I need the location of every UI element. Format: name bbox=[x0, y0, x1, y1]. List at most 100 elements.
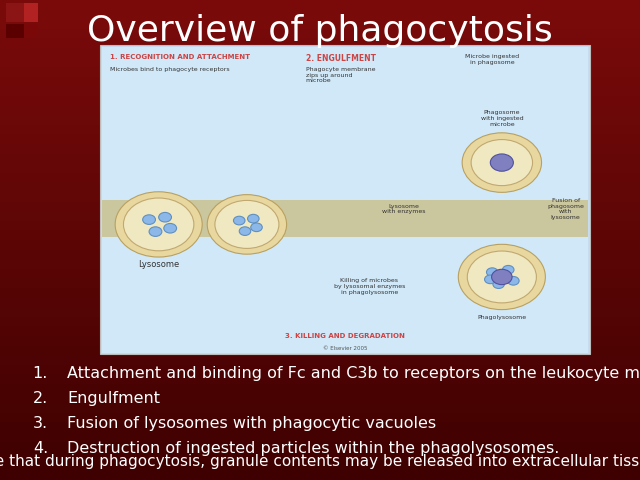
Text: Phagolysosome: Phagolysosome bbox=[477, 315, 526, 320]
Bar bbox=[0, 240, 640, 250]
Bar bbox=[0, 86, 640, 96]
Text: 1.: 1. bbox=[33, 366, 48, 381]
Bar bbox=[0, 365, 640, 374]
Bar bbox=[0, 58, 640, 67]
Bar bbox=[0, 346, 640, 355]
Circle shape bbox=[149, 227, 162, 237]
Bar bbox=[0, 413, 640, 422]
Text: Engulfment: Engulfment bbox=[67, 391, 160, 406]
Bar bbox=[0, 461, 640, 470]
Bar bbox=[0, 384, 640, 394]
Text: Attachment and binding of Fc and C3b to receptors on the leukocyte membrane: Attachment and binding of Fc and C3b to … bbox=[67, 366, 640, 381]
Text: Microbe ingested
in phagosome: Microbe ingested in phagosome bbox=[465, 54, 519, 65]
Bar bbox=[0, 163, 640, 173]
Bar bbox=[0, 202, 640, 211]
Circle shape bbox=[159, 213, 172, 222]
Text: Phagosome
with ingested
microbe: Phagosome with ingested microbe bbox=[481, 110, 523, 127]
Text: Destruction of ingested particles within the phagolysosomes.: Destruction of ingested particles within… bbox=[67, 441, 559, 456]
Circle shape bbox=[251, 223, 262, 232]
Bar bbox=[0, 451, 640, 461]
Bar bbox=[0, 307, 640, 317]
Bar bbox=[0, 144, 640, 154]
Circle shape bbox=[143, 215, 156, 225]
Text: Microbes bind to phagocyte receptors: Microbes bind to phagocyte receptors bbox=[109, 67, 229, 72]
Bar bbox=[102, 47, 588, 353]
Bar bbox=[6, 3, 24, 22]
Text: Lysosome
with enzymes: Lysosome with enzymes bbox=[382, 204, 426, 215]
Text: Killing of microbes
by lysosomal enzymes
in phagolysosome: Killing of microbes by lysosomal enzymes… bbox=[334, 278, 405, 295]
Bar bbox=[6, 24, 24, 38]
Bar bbox=[0, 250, 640, 259]
Bar bbox=[24, 3, 38, 22]
Text: Lysosome: Lysosome bbox=[138, 261, 179, 269]
Text: Phagocyte membrane
zips up around
microbe: Phagocyte membrane zips up around microb… bbox=[306, 67, 375, 84]
Circle shape bbox=[239, 227, 251, 236]
Bar bbox=[0, 230, 640, 240]
Circle shape bbox=[124, 198, 194, 251]
Text: © Elsevier 2005: © Elsevier 2005 bbox=[323, 346, 367, 350]
Circle shape bbox=[471, 140, 532, 186]
Bar bbox=[24, 24, 38, 38]
Text: Fusion of lysosomes with phagocytic vacuoles: Fusion of lysosomes with phagocytic vacu… bbox=[67, 416, 436, 431]
Circle shape bbox=[467, 251, 536, 303]
Bar bbox=[0, 211, 640, 221]
Circle shape bbox=[164, 224, 177, 233]
Circle shape bbox=[508, 276, 519, 285]
Bar bbox=[0, 221, 640, 230]
Bar bbox=[0, 442, 640, 451]
Bar bbox=[0, 470, 640, 480]
Bar bbox=[0, 355, 640, 365]
Bar bbox=[0, 317, 640, 326]
Bar bbox=[0, 154, 640, 163]
Bar bbox=[0, 106, 640, 115]
Circle shape bbox=[490, 154, 513, 171]
Circle shape bbox=[234, 216, 245, 225]
Text: Note that during phagocytosis, granule contents may be released into extracellul: Note that during phagocytosis, granule c… bbox=[0, 454, 640, 469]
Bar bbox=[0, 422, 640, 432]
Bar bbox=[0, 192, 640, 202]
Bar bbox=[0, 134, 640, 144]
Bar bbox=[0, 288, 640, 298]
Bar bbox=[0, 432, 640, 442]
Bar bbox=[0, 19, 640, 29]
Bar bbox=[0, 278, 640, 288]
Bar bbox=[0, 374, 640, 384]
Circle shape bbox=[484, 275, 496, 284]
Bar bbox=[0, 48, 640, 58]
Text: 2.: 2. bbox=[33, 391, 48, 406]
Bar bbox=[0, 326, 640, 336]
Bar bbox=[0, 269, 640, 278]
Circle shape bbox=[492, 269, 512, 285]
Text: 3.: 3. bbox=[33, 416, 48, 431]
Bar bbox=[0, 125, 640, 134]
Text: Fusion of
phagosome
with
lysosome: Fusion of phagosome with lysosome bbox=[547, 198, 584, 220]
Circle shape bbox=[502, 265, 514, 274]
Circle shape bbox=[462, 133, 541, 192]
Circle shape bbox=[215, 201, 279, 249]
Bar bbox=[100, 45, 590, 354]
Bar bbox=[0, 403, 640, 413]
Bar bbox=[0, 77, 640, 86]
Bar bbox=[0, 67, 640, 77]
Bar bbox=[0, 336, 640, 346]
Bar bbox=[0, 394, 640, 403]
Bar bbox=[0, 298, 640, 307]
Bar bbox=[0, 10, 640, 19]
Text: 2. ENGULFMENT: 2. ENGULFMENT bbox=[306, 54, 376, 63]
Circle shape bbox=[486, 268, 498, 276]
Bar bbox=[0, 173, 640, 182]
Bar bbox=[0, 182, 640, 192]
Bar bbox=[0, 29, 640, 38]
Bar bbox=[102, 200, 588, 237]
Circle shape bbox=[458, 244, 545, 310]
Bar bbox=[0, 38, 640, 48]
Circle shape bbox=[207, 195, 287, 254]
Bar bbox=[0, 259, 640, 269]
Bar bbox=[0, 96, 640, 106]
Text: 4.: 4. bbox=[33, 441, 48, 456]
Text: 1. RECOGNITION AND ATTACHMENT: 1. RECOGNITION AND ATTACHMENT bbox=[109, 54, 250, 60]
Circle shape bbox=[493, 280, 504, 288]
Circle shape bbox=[248, 215, 259, 223]
Circle shape bbox=[115, 192, 202, 257]
Bar bbox=[0, 0, 640, 10]
